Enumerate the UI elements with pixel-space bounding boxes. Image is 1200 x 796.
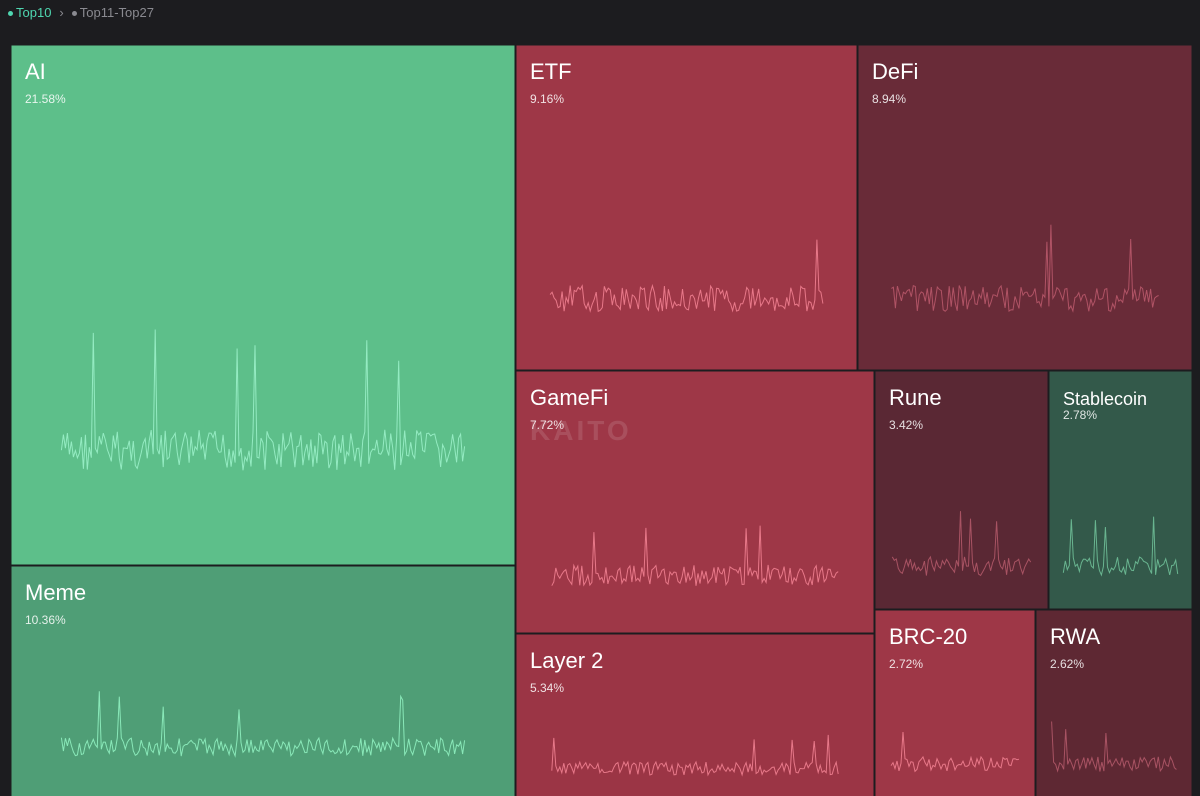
- tile-share: 2.78%: [1063, 408, 1097, 422]
- sparkline: [890, 731, 1020, 773]
- tile[interactable]: [515, 370, 875, 634]
- sparkline: [60, 329, 466, 471]
- sparkline: [1062, 516, 1179, 577]
- sparkline: [551, 734, 839, 777]
- tile-share: 9.16%: [530, 92, 564, 106]
- tile-name: RWA: [1050, 624, 1100, 649]
- sparkline: [891, 511, 1032, 577]
- tile-name: DeFi: [872, 59, 918, 84]
- separator-icon: ›: [59, 5, 64, 20]
- tile-name: Layer 2: [530, 648, 603, 673]
- tile-name: Stablecoin: [1063, 389, 1147, 409]
- tile[interactable]: [874, 609, 1036, 796]
- sparkline: [551, 525, 839, 587]
- tile-share: 5.34%: [530, 681, 564, 695]
- tab[interactable]: Top10: [8, 5, 51, 20]
- breadcrumb: Top10 › Top11-Top27: [8, 5, 154, 20]
- tile-share: 10.36%: [25, 613, 66, 627]
- tile-share: 8.94%: [872, 92, 906, 106]
- tile-name: BRC-20: [889, 624, 967, 649]
- tile-share: 7.72%: [530, 418, 564, 432]
- tile[interactable]: [10, 565, 516, 796]
- sparkline: [891, 224, 1159, 313]
- tile[interactable]: [515, 44, 858, 371]
- sparkline: [1051, 721, 1177, 773]
- tile-share: 2.62%: [1050, 657, 1084, 671]
- tile-share: 3.42%: [889, 418, 923, 432]
- tile-share: 21.58%: [25, 92, 66, 106]
- tile[interactable]: [515, 633, 875, 796]
- tile-name: GameFi: [530, 385, 608, 410]
- sparkline: [60, 691, 466, 758]
- sparkline: [549, 239, 824, 313]
- tile-name: ETF: [530, 59, 572, 84]
- tab-label: Top10: [16, 5, 52, 20]
- tile-name: Meme: [25, 580, 86, 605]
- tile-name: Rune: [889, 385, 942, 410]
- tile-share: 2.72%: [889, 657, 923, 671]
- tile[interactable]: [10, 44, 516, 566]
- watermark: KAITO: [530, 415, 632, 446]
- tile[interactable]: [857, 44, 1193, 371]
- tile-name: AI: [25, 59, 46, 84]
- tab[interactable]: Top11-Top27: [71, 5, 154, 20]
- tab-label: Top11-Top27: [79, 5, 154, 20]
